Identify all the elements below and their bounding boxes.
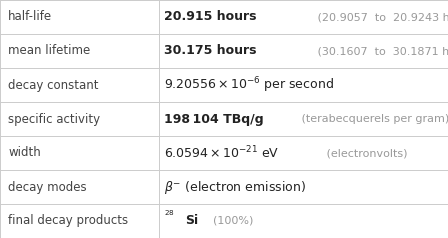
Text: $6.0594\times10^{-21}$ eV: $6.0594\times10^{-21}$ eV — [164, 145, 279, 161]
Text: (terabecquerels per gram): (terabecquerels per gram) — [298, 114, 448, 124]
Text: (20.9057  to  20.9243 h): (20.9057 to 20.9243 h) — [314, 12, 448, 22]
Text: 30.175 hours: 30.175 hours — [164, 45, 256, 58]
Text: decay constant: decay constant — [8, 79, 99, 91]
Text: (30.1607  to  30.1871 h): (30.1607 to 30.1871 h) — [314, 46, 448, 56]
Text: 198 104 TBq/g: 198 104 TBq/g — [164, 113, 263, 125]
Text: specific activity: specific activity — [8, 113, 100, 125]
Text: $\beta^{-}$ (electron emission): $\beta^{-}$ (electron emission) — [164, 178, 306, 195]
Text: (100%): (100%) — [206, 216, 254, 226]
Text: width: width — [8, 147, 41, 159]
Text: $^{28}$: $^{28}$ — [164, 210, 174, 220]
Text: half-life: half-life — [8, 10, 52, 24]
Text: decay modes: decay modes — [8, 180, 87, 193]
Text: 20.915 hours: 20.915 hours — [164, 10, 256, 24]
Text: mean lifetime: mean lifetime — [8, 45, 90, 58]
Text: $9.20556\times10^{-6}$ per second: $9.20556\times10^{-6}$ per second — [164, 75, 333, 95]
Text: (electronvolts): (electronvolts) — [323, 148, 407, 158]
Text: Si: Si — [185, 214, 198, 228]
Text: final decay products: final decay products — [8, 214, 128, 228]
